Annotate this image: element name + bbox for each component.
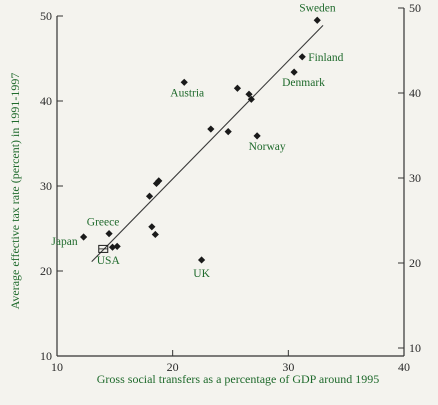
y-axis-label: Average effective tax rate (percent) in … [8, 73, 22, 310]
data-point-unlabeled [145, 192, 154, 200]
data-point-unlabeled [245, 90, 253, 98]
x-tick-label: 10 [51, 360, 63, 374]
x-tick-label: 40 [398, 360, 410, 374]
data-point-unlabeled [151, 230, 159, 239]
data-point-norway [253, 132, 261, 140]
point-label-sweden: Sweden [299, 2, 336, 14]
y-tick-label: 20 [40, 264, 52, 278]
point-label-norway: Norway [249, 141, 286, 153]
data-point-unlabeled [247, 95, 255, 103]
y-tick-label: 40 [40, 94, 52, 108]
data-point-uk [197, 256, 206, 264]
data-point-japan [80, 233, 88, 241]
point-label-austria: Austria [170, 87, 204, 99]
right-y-tick-label: 10 [409, 341, 421, 355]
data-point-austria [180, 78, 188, 86]
axes: 10 20 30 40 50 10 20 30 40 50 10 20 30 40 [40, 1, 421, 374]
data-point-finland [298, 53, 306, 61]
data-point-unlabeled [207, 125, 215, 133]
right-y-tick-label: 50 [409, 1, 421, 15]
x-tick-label: 20 [167, 360, 179, 374]
data-point-unlabeled [224, 128, 232, 136]
point-label-denmark: Denmark [282, 77, 325, 89]
x-axis-label: Gross social transfers as a percentage o… [97, 372, 379, 386]
point-labels: Sweden Finland Denmark Austria Norway Greece J… [51, 2, 343, 280]
right-y-tick-label: 40 [409, 86, 421, 100]
data-point-denmark [290, 68, 298, 76]
data-point-unlabeled [233, 84, 242, 92]
point-label-japan: Japan [51, 236, 77, 248]
point-label-greece: Greece [87, 217, 120, 229]
right-y-tick-label: 30 [409, 171, 421, 185]
point-label-finland: Finland [308, 52, 343, 64]
trend-line [91, 24, 324, 263]
y-tick-label: 10 [40, 349, 52, 363]
x-tick-label: 30 [282, 360, 294, 374]
data-points [80, 16, 321, 264]
data-point-unlabeled [108, 243, 117, 251]
point-label-uk: UK [193, 268, 210, 280]
data-point-greece [105, 230, 113, 238]
y-tick-label: 50 [40, 9, 52, 23]
data-point-unlabeled [113, 242, 121, 250]
data-point-sweden [313, 16, 321, 24]
right-y-tick-label: 20 [409, 256, 421, 270]
y-tick-label: 30 [40, 179, 52, 193]
point-label-usa: USA [97, 255, 121, 267]
regression-line [91, 24, 324, 263]
data-point-unlabeled [152, 179, 161, 188]
data-point-unlabeled [148, 223, 156, 231]
